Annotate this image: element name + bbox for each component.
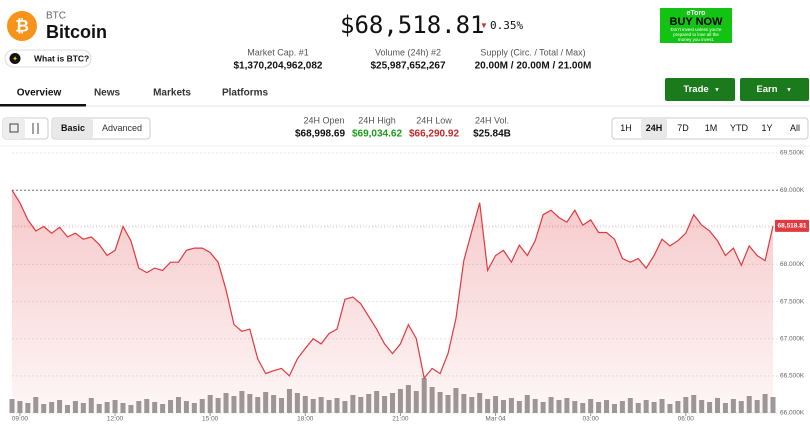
price: $68,518.81 xyxy=(340,11,485,39)
day-stat-value: $68,998.69 xyxy=(295,129,345,140)
sparkle-glyph: ✦ xyxy=(12,55,18,63)
earn-label[interactable]: Earn xyxy=(756,84,777,95)
ad-brand: eToro xyxy=(687,10,706,17)
y-tick-label: 66.500K xyxy=(780,373,805,380)
x-tick-label: 15:00 xyxy=(202,416,219,423)
x-tick-label: 12:00 xyxy=(107,416,124,423)
x-tick-label: 06:00 xyxy=(678,416,695,423)
x-tick-label: 09:00 xyxy=(12,416,29,423)
stat-label: Market Cap. #1 xyxy=(247,47,309,57)
ranges: 1H 24H 7D 1M YTD 1Y All xyxy=(620,119,800,138)
range-button[interactable]: 1M xyxy=(705,123,718,133)
active-tab-underline xyxy=(0,104,86,107)
x-tick-label: Mar 04 xyxy=(485,416,506,423)
mode-button[interactable]: Basic xyxy=(61,123,85,133)
ad-disclaimer: Don't invest unless you're xyxy=(671,27,722,32)
range-button[interactable]: 24H xyxy=(646,123,663,133)
day-stat-value: $69,034.62 xyxy=(352,129,402,140)
active-range xyxy=(641,119,667,138)
range-button[interactable]: 1Y xyxy=(761,123,772,133)
y-tick-label: 67.000K xyxy=(780,335,805,342)
symbol: BTC xyxy=(46,11,66,22)
change: 0.35% xyxy=(490,19,523,32)
day-stat-label: 24H Open xyxy=(303,115,344,125)
y-tick-label: 69.500K xyxy=(780,150,805,157)
last-price-tag xyxy=(775,219,809,232)
y-tick-label: 67.500K xyxy=(780,298,805,305)
stat-label: Volume (24h) #2 xyxy=(375,47,441,57)
day-stat-value: $66,290.92 xyxy=(409,129,459,140)
earn-button[interactable] xyxy=(740,78,809,101)
ad-banner[interactable] xyxy=(660,8,732,43)
about-button[interactable] xyxy=(4,49,92,68)
day-stat-value: $25.84B xyxy=(473,129,511,140)
last-price-label: 68,518.81 xyxy=(778,223,807,230)
range-button[interactable]: All xyxy=(790,123,800,133)
coin-glyph: ₿ xyxy=(15,16,29,35)
ad-disclaimer: prepared to lose all the xyxy=(673,32,719,37)
range-button[interactable]: 7D xyxy=(677,123,689,133)
y-tick-label: 68.000K xyxy=(780,261,805,268)
active-mode xyxy=(53,119,93,138)
tab[interactable]: News xyxy=(94,88,121,99)
about-label[interactable]: What is BTC? xyxy=(34,53,89,63)
tab[interactable]: Markets xyxy=(153,88,191,99)
line-icon xyxy=(9,123,19,133)
ad-disclaimer: money you invest. xyxy=(678,37,714,42)
line-chart-button[interactable] xyxy=(3,118,25,139)
caret: ▼ xyxy=(714,88,720,94)
day-stat-label: 24H Vol. xyxy=(475,115,509,125)
sparkle-icon xyxy=(9,53,21,64)
stat-label: Supply (Circ. / Total / Max) xyxy=(480,47,585,57)
ad-cta: BUY NOW xyxy=(670,16,724,28)
x-tick-label: 03:00 xyxy=(583,416,600,423)
day-stat-label: 24H High xyxy=(358,115,396,125)
tab[interactable]: Platforms xyxy=(222,88,269,99)
trade-button[interactable] xyxy=(665,78,735,101)
range-button[interactable]: YTD xyxy=(730,123,749,133)
coin-name: Bitcoin xyxy=(46,22,107,42)
range-button[interactable]: 1H xyxy=(620,123,632,133)
mode-button[interactable]: Advanced xyxy=(102,123,142,133)
caret: ▼ xyxy=(786,88,792,94)
price-area xyxy=(12,190,773,413)
y-tick-label: 69.000K xyxy=(780,187,805,194)
y-tick-label: 66.000K xyxy=(780,410,805,417)
tab[interactable]: Overview xyxy=(17,88,62,99)
down-arrow: ▼ xyxy=(480,21,488,30)
x-tick-label: 21:00 xyxy=(392,416,409,423)
x-tick-label: 18:00 xyxy=(297,416,314,423)
stat-value: 20.00M / 20.00M / 21.00M xyxy=(475,61,592,72)
price-line xyxy=(11,189,774,380)
stat-value: $1,370,204,962,082 xyxy=(234,61,323,72)
stat-value: $25,987,652,267 xyxy=(370,61,446,72)
coin-logo xyxy=(7,11,37,41)
day-stat-label: 24H Low xyxy=(416,115,452,125)
trade-label[interactable]: Trade xyxy=(683,84,708,95)
price-chart: 66.000K66.500K67.000K67.500K68.000K68.50… xyxy=(9,150,809,423)
